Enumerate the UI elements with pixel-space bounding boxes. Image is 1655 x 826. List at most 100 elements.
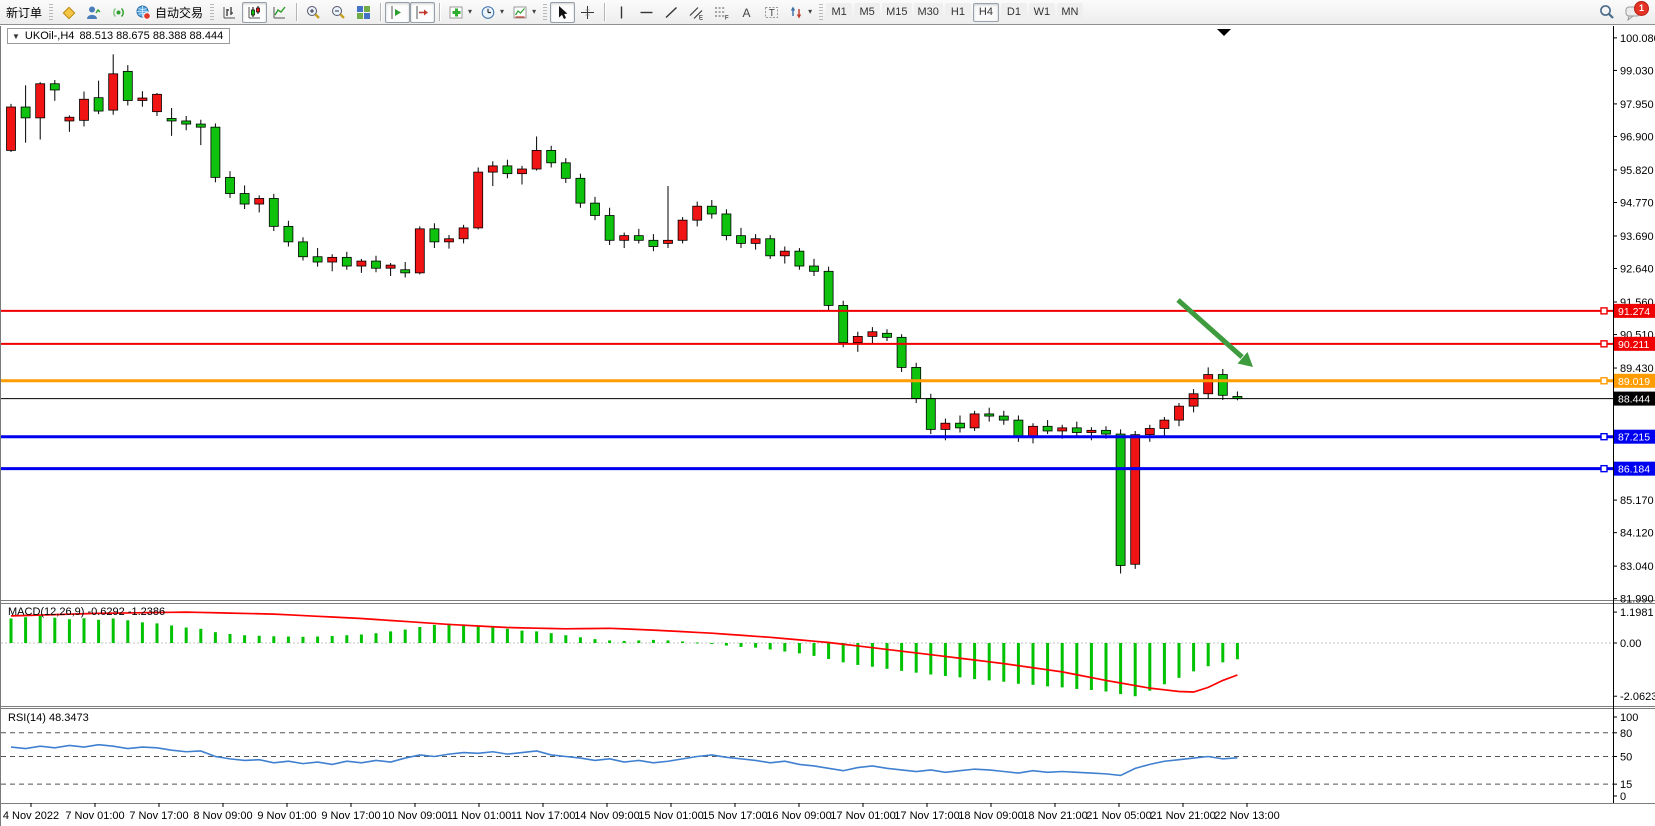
symbol-info-box[interactable]: ▼ UKOil-,H4 88.513 88.675 88.388 88.444 xyxy=(7,28,231,44)
arrows-tool-button[interactable]: ▾ xyxy=(784,2,816,23)
new-order-label: 新订单 xyxy=(6,5,43,20)
notification-badge: 1 xyxy=(1634,0,1649,16)
svg-text:85.170: 85.170 xyxy=(1620,495,1654,507)
timeframe-H1[interactable]: H1 xyxy=(944,2,971,22)
chevron-down-icon: ▾ xyxy=(808,7,813,16)
new-order-button[interactable]: 新订单 xyxy=(2,2,46,23)
user-chart-icon xyxy=(87,6,101,19)
crosshair-tool-button[interactable] xyxy=(575,2,600,23)
svg-text:11 Nov 17:00: 11 Nov 17:00 xyxy=(511,810,576,822)
candlestick-mode-button[interactable] xyxy=(242,1,268,23)
auto-trading-button[interactable]: 自动交易 xyxy=(131,2,207,23)
auto-scroll-button[interactable] xyxy=(385,1,411,23)
svg-text:80: 80 xyxy=(1620,728,1632,740)
channel-tool-button[interactable]: E xyxy=(684,2,709,23)
horizontal-line-tool-button[interactable] xyxy=(634,2,659,23)
periods-button[interactable]: ▾ xyxy=(476,2,508,23)
timeframe-M1[interactable]: M1 xyxy=(826,2,853,22)
svg-text:15 Nov 01:00: 15 Nov 01:00 xyxy=(638,810,703,822)
toolbar-separator xyxy=(296,3,298,21)
horizontal-line-icon xyxy=(640,11,653,13)
svg-text:81.990: 81.990 xyxy=(1620,594,1654,606)
svg-text:50: 50 xyxy=(1620,752,1632,764)
annotation-arrow[interactable] xyxy=(1176,298,1253,367)
auto-trading-label: 自动交易 xyxy=(155,5,204,20)
svg-text:99.030: 99.030 xyxy=(1620,65,1654,77)
collapse-arrow-icon[interactable]: ▼ xyxy=(12,31,20,41)
macd-indicator-label: MACD(12,26,9) -0.6292 -1.2386 xyxy=(8,606,166,618)
svg-text:90.211: 90.211 xyxy=(1618,339,1649,351)
svg-text:83.040: 83.040 xyxy=(1620,561,1654,573)
svg-text:F: F xyxy=(725,15,729,21)
timeframe-W1[interactable]: W1 xyxy=(1028,2,1055,22)
svg-text:22 Nov 13:00: 22 Nov 13:00 xyxy=(1214,810,1279,822)
timeframe-H4[interactable]: H4 xyxy=(972,2,999,22)
profile-button[interactable] xyxy=(81,2,106,23)
text-tool-button[interactable]: A xyxy=(734,2,759,23)
toolbar-grip[interactable] xyxy=(819,4,824,20)
horizontal-level-lines[interactable] xyxy=(1,307,1613,473)
auto-scroll-icon xyxy=(391,5,402,19)
svg-text:10 Nov 09:00: 10 Nov 09:00 xyxy=(382,810,447,822)
bar-chart-mode-button[interactable] xyxy=(217,2,242,23)
svg-text:7 Nov 01:00: 7 Nov 01:00 xyxy=(65,810,124,822)
chat-button[interactable]: 1 xyxy=(1620,0,1649,23)
globe-icon xyxy=(136,5,151,20)
svg-text:17 Nov 01:00: 17 Nov 01:00 xyxy=(830,810,895,822)
symbol-title: UKOil-,H4 xyxy=(24,30,75,42)
timeframe-M15[interactable]: M15 xyxy=(882,2,912,22)
chart-shift-icon xyxy=(416,5,429,19)
cursor-tool-button[interactable] xyxy=(550,1,576,23)
macd-signal-line xyxy=(10,611,1238,693)
search-button[interactable] xyxy=(1594,2,1620,23)
chevron-down-icon: ▾ xyxy=(500,7,505,16)
indicators-button[interactable]: ▾ xyxy=(444,2,476,23)
macd-histogram xyxy=(9,615,1239,697)
svg-text:E: E xyxy=(699,15,703,21)
chevron-down-icon: ▾ xyxy=(532,7,537,16)
cursor-icon xyxy=(559,5,568,19)
toolbar-grip[interactable] xyxy=(543,4,548,20)
trendline-tool-button[interactable] xyxy=(659,2,684,23)
svg-text:87.215: 87.215 xyxy=(1618,432,1650,444)
signals-button[interactable] xyxy=(106,2,131,23)
zoom-out-icon xyxy=(332,5,345,19)
signal-icon xyxy=(113,7,124,17)
svg-text:91.274: 91.274 xyxy=(1618,306,1650,318)
fibonacci-tool-button[interactable]: F xyxy=(709,2,734,23)
svg-text:97.950: 97.950 xyxy=(1620,99,1654,111)
svg-text:15: 15 xyxy=(1620,779,1632,791)
zoom-in-icon xyxy=(307,5,320,19)
svg-text:16 Nov 09:00: 16 Nov 09:00 xyxy=(766,810,831,822)
toolbar-grip[interactable] xyxy=(49,4,54,20)
svg-text:86.184: 86.184 xyxy=(1618,464,1650,476)
toolbar-grip[interactable] xyxy=(210,4,215,20)
timeframe-MN[interactable]: MN xyxy=(1056,2,1083,22)
svg-text:7 Nov 17:00: 7 Nov 17:00 xyxy=(129,810,188,822)
chart-shift-marker-icon[interactable] xyxy=(1217,29,1231,36)
svg-text:15 Nov 17:00: 15 Nov 17:00 xyxy=(702,810,767,822)
line-chart-mode-button[interactable] xyxy=(267,2,292,23)
timeframe-D1[interactable]: D1 xyxy=(1000,2,1027,22)
timeframe-M30[interactable]: M30 xyxy=(913,2,943,22)
chart-canvas[interactable]: 100.080 99.030 97.950 96.900 95.820 94.770 93.… xyxy=(1,26,1655,826)
svg-text:14 Nov 09:00: 14 Nov 09:00 xyxy=(574,810,639,822)
layers-button[interactable] xyxy=(56,2,81,23)
svg-text:0.00: 0.00 xyxy=(1620,638,1641,650)
label-tool-button[interactable]: T xyxy=(759,2,784,23)
vertical-line-tool-button[interactable] xyxy=(609,2,634,23)
zoom-out-button[interactable] xyxy=(326,2,351,23)
chart-window[interactable]: 100.080 99.030 97.950 96.900 95.820 94.770 93.… xyxy=(0,26,1655,826)
templates-button[interactable]: ▾ xyxy=(508,2,540,23)
svg-text:94.770: 94.770 xyxy=(1620,197,1654,209)
arrows-icon xyxy=(790,6,802,18)
clock-icon xyxy=(481,5,495,19)
tile-windows-button[interactable] xyxy=(351,2,376,23)
trendline-icon xyxy=(665,6,678,18)
timeframe-M5[interactable]: M5 xyxy=(854,2,881,22)
toolbar-separator xyxy=(604,3,606,21)
chart-shift-button[interactable] xyxy=(410,1,436,23)
zoom-in-button[interactable] xyxy=(301,2,326,23)
toolbar-right-group: 1 xyxy=(1594,0,1653,23)
price-badges: 91.274 90.211 89.019 88.444 87.215 86.184 xyxy=(1614,303,1655,476)
